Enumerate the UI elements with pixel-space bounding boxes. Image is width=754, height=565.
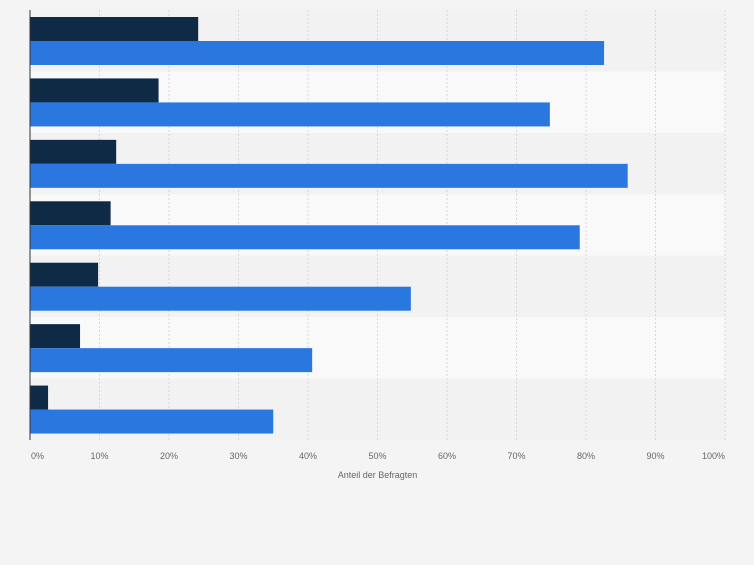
x-tick-label: 40% — [299, 451, 317, 461]
bar-series-2 — [30, 41, 605, 65]
bar-series-1 — [30, 201, 111, 226]
x-axis-label: Anteil der Befragten — [338, 470, 418, 480]
bar-series-2 — [30, 163, 628, 188]
bars — [30, 17, 628, 434]
x-tick-labels: 0% 10% 20% 30% 40% 50% 60% 70% 80% 90% 100% — [31, 451, 725, 461]
x-tick-label: 20% — [160, 451, 178, 461]
x-tick-label: 90% — [646, 451, 664, 461]
bar-series-2 — [30, 409, 274, 434]
bar-series-1 — [30, 324, 81, 349]
bar-series-2 — [30, 102, 550, 127]
bar-series-1 — [30, 17, 199, 41]
x-tick-label: 60% — [438, 451, 456, 461]
bar-series-1 — [30, 139, 117, 164]
x-tick-label: 0% — [31, 451, 44, 461]
bar-series-2 — [30, 348, 313, 373]
x-tick-label: 100% — [702, 451, 725, 461]
x-tick-label: 70% — [507, 451, 525, 461]
bar-series-1 — [30, 262, 99, 287]
bar-series-2 — [30, 225, 580, 250]
x-tick-label: 80% — [577, 451, 595, 461]
x-tick-label: 50% — [368, 451, 386, 461]
bar-series-1 — [30, 385, 49, 410]
bar-series-1 — [30, 78, 159, 103]
bar-series-2 — [30, 286, 411, 311]
x-tick-label: 30% — [229, 451, 247, 461]
x-tick-label: 10% — [90, 451, 108, 461]
